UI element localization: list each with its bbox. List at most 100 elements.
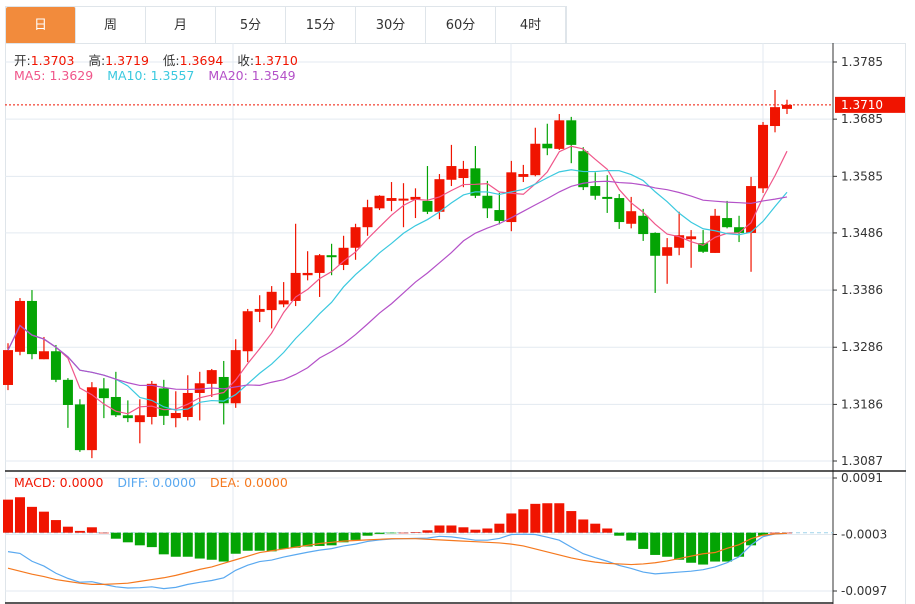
candle bbox=[362, 199, 373, 236]
ohlc-legend: 开:1.3703 高:1.3719 低:1.3694 收:1.3710 bbox=[14, 50, 308, 69]
macd-bar bbox=[158, 532, 169, 555]
macd-bar bbox=[518, 509, 529, 533]
candle-body bbox=[470, 168, 481, 196]
candle bbox=[182, 375, 193, 421]
candle bbox=[722, 200, 733, 229]
candle bbox=[74, 399, 85, 452]
candle-body bbox=[590, 186, 601, 196]
candle-body bbox=[638, 215, 649, 235]
candle-body bbox=[194, 383, 205, 393]
macd-bar bbox=[602, 528, 613, 533]
macd-bar bbox=[374, 532, 385, 534]
macd-bar bbox=[38, 511, 49, 533]
macd-bar bbox=[242, 532, 253, 551]
macd-bar bbox=[290, 532, 301, 548]
dea-line bbox=[7, 532, 788, 585]
candle bbox=[446, 144, 457, 187]
candle-body bbox=[38, 351, 49, 360]
candle bbox=[482, 180, 493, 219]
tab-1[interactable]: 周 bbox=[76, 7, 146, 44]
macd-bar bbox=[650, 532, 661, 555]
macd-bar bbox=[782, 532, 792, 534]
tab-2[interactable]: 月 bbox=[146, 7, 216, 44]
tab-6[interactable]: 60分 bbox=[426, 7, 496, 44]
candle-body bbox=[710, 215, 721, 253]
price-tick-label: 1.3585 bbox=[841, 169, 883, 183]
price-tick-label: 1.3685 bbox=[841, 112, 883, 126]
candle bbox=[374, 195, 385, 211]
low-value: 1.3694 bbox=[179, 53, 224, 68]
macd-bar bbox=[134, 532, 145, 546]
candle bbox=[194, 371, 205, 421]
candle bbox=[554, 114, 565, 151]
candle-body bbox=[302, 272, 313, 276]
ma-legend: MA5: 1.3629 MA10: 1.3557 MA20: 1.3549 bbox=[14, 68, 306, 83]
macd-bar bbox=[482, 528, 493, 533]
last-price-tag bbox=[835, 96, 905, 113]
candle-body bbox=[650, 232, 661, 256]
candle bbox=[122, 400, 133, 423]
period-tabs: 日周月 5分 15分 30分 60分 4时 bbox=[5, 6, 567, 44]
candle bbox=[674, 211, 685, 256]
macd-tick-label: -0.0097 bbox=[841, 584, 887, 598]
candle-body bbox=[422, 200, 433, 212]
macd-bar bbox=[206, 532, 217, 560]
candle-body bbox=[410, 196, 421, 200]
macd-bar bbox=[98, 532, 109, 534]
candle bbox=[782, 99, 792, 115]
candle-body bbox=[578, 151, 589, 188]
candle bbox=[386, 182, 397, 212]
candle-body bbox=[614, 198, 625, 223]
candle-body bbox=[50, 351, 61, 380]
candle bbox=[734, 215, 745, 243]
macd-bar bbox=[362, 532, 373, 536]
macd-bar bbox=[470, 529, 481, 533]
macd-bar bbox=[182, 532, 193, 557]
candle bbox=[26, 290, 37, 360]
candle-body bbox=[506, 172, 517, 223]
candle-body bbox=[74, 404, 85, 451]
ma20-value: MA20: 1.3549 bbox=[208, 68, 296, 83]
macd-value: MACD: 0.0000 bbox=[14, 475, 104, 490]
macd-bar bbox=[398, 532, 409, 534]
macd-tick-label: 0.0091 bbox=[841, 471, 883, 485]
macd-bar bbox=[230, 532, 241, 554]
candle bbox=[542, 123, 553, 156]
candle bbox=[686, 230, 697, 268]
tab-3[interactable]: 5分 bbox=[216, 7, 286, 44]
tab-5[interactable]: 30分 bbox=[356, 7, 426, 44]
candle-body bbox=[746, 186, 757, 233]
ma10-line bbox=[7, 169, 788, 411]
candle-body bbox=[26, 300, 37, 355]
candle-body bbox=[770, 107, 781, 127]
open-label: 开: bbox=[14, 53, 31, 68]
macd-bar bbox=[422, 530, 433, 533]
macd-bar bbox=[170, 532, 181, 557]
tab-4[interactable]: 15分 bbox=[286, 7, 356, 44]
candle bbox=[566, 116, 577, 164]
candle bbox=[758, 122, 769, 193]
candle bbox=[410, 188, 421, 219]
candle-body bbox=[62, 379, 73, 405]
candle-body bbox=[758, 124, 769, 189]
candle-body bbox=[602, 196, 613, 199]
macd-bar bbox=[446, 525, 457, 533]
macd-bar bbox=[770, 532, 781, 534]
candle-body bbox=[326, 255, 337, 258]
macd-bar bbox=[686, 532, 697, 563]
dea-value: DEA: 0.0000 bbox=[210, 475, 288, 490]
price-tick-label: 1.3386 bbox=[841, 283, 883, 297]
low-label: 低: bbox=[162, 53, 180, 68]
macd-bar bbox=[302, 532, 313, 547]
macd-bar bbox=[74, 530, 85, 533]
macd-bar bbox=[410, 532, 421, 533]
ma10-value: MA10: 1.3557 bbox=[107, 68, 195, 83]
candle bbox=[470, 146, 481, 199]
close-label: 收: bbox=[237, 53, 255, 68]
macd-bar bbox=[386, 532, 397, 534]
tab-7[interactable]: 4时 bbox=[496, 7, 566, 44]
candle-body bbox=[122, 415, 133, 419]
tab-0[interactable]: 日 bbox=[6, 7, 76, 44]
candle bbox=[626, 196, 637, 229]
